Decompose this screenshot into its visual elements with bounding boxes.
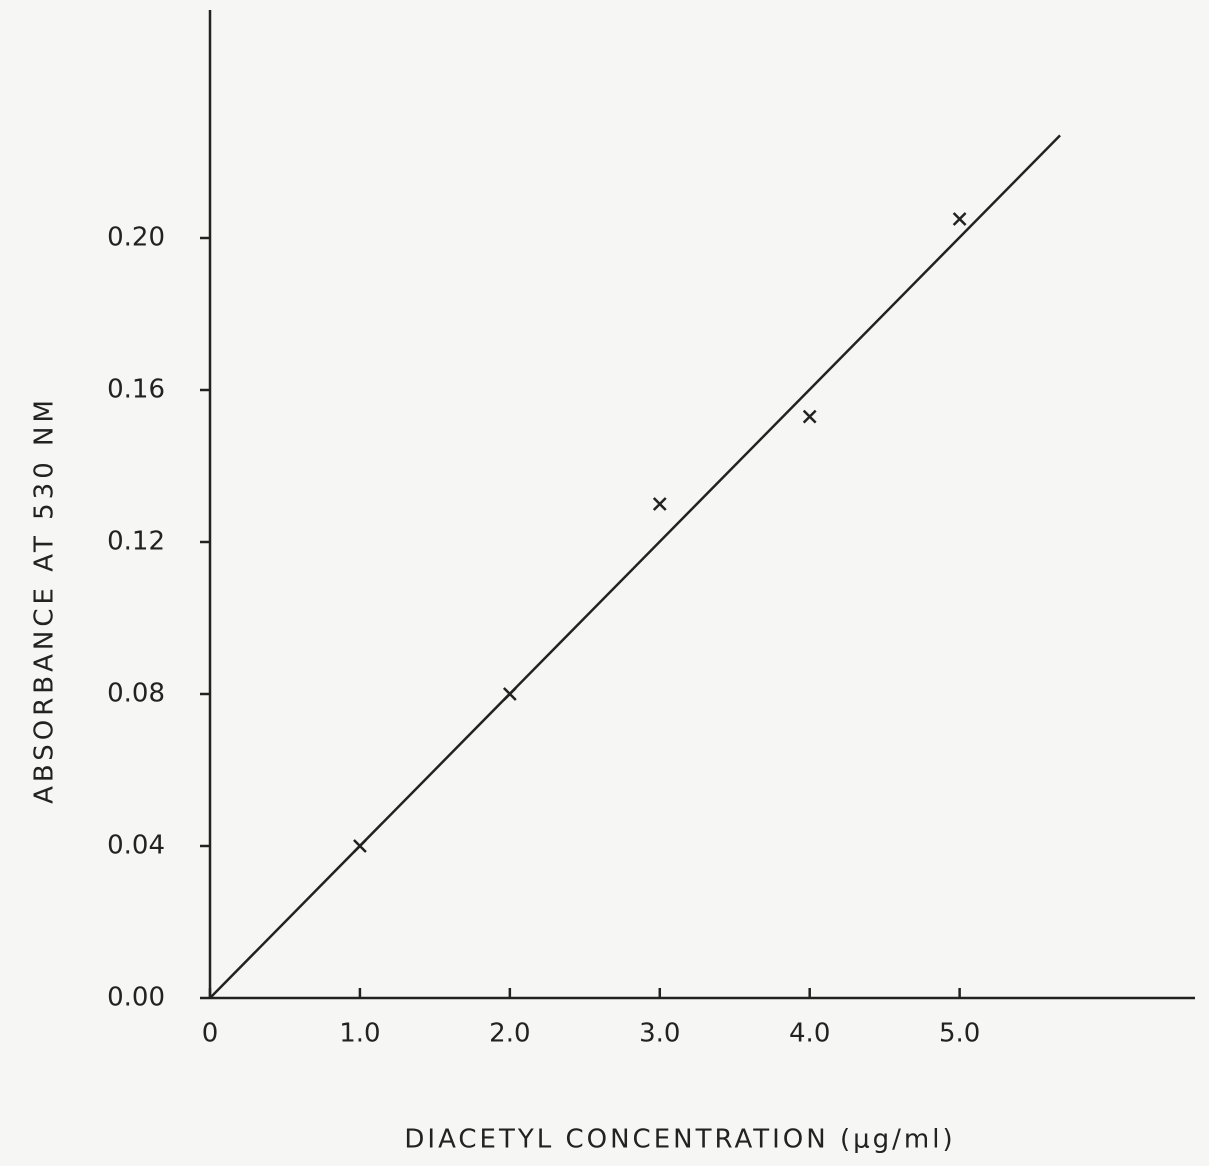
fit-line (209, 134, 1061, 999)
data-point (652, 497, 667, 511)
x-tick-label: 0 (202, 1019, 219, 1049)
data-point (502, 687, 517, 701)
y-tick-label: 0.08 (107, 679, 165, 709)
x-tick-label: 3.0 (639, 1019, 680, 1049)
y-axis-label: ABSORBANCE AT 530 NM (30, 396, 60, 804)
x-axis-label: DIACETYL CONCENTRATION (μg/ml) (404, 1125, 955, 1155)
y-tick-label: 0.12 (107, 527, 165, 557)
y-tick-label: 0.16 (107, 375, 165, 405)
x-tick-label: 4.0 (789, 1019, 830, 1049)
y-tick-label: 0.20 (107, 223, 165, 253)
x-tick-label: 2.0 (489, 1019, 530, 1049)
y-tick-label: 0.00 (107, 983, 165, 1013)
data-point (802, 409, 817, 424)
x-tick-label: 1.0 (339, 1019, 380, 1049)
data-point (952, 212, 967, 226)
x-tick-label: 5.0 (939, 1019, 980, 1049)
y-tick-label: 0.04 (107, 831, 165, 861)
data-point (353, 839, 367, 853)
